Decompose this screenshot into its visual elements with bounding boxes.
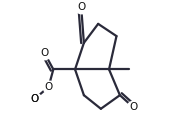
Text: O: O — [40, 48, 49, 58]
Text: O: O — [31, 94, 39, 104]
Text: O: O — [77, 2, 85, 12]
Text: O: O — [44, 82, 53, 92]
Text: O: O — [129, 102, 138, 112]
Text: O: O — [31, 94, 39, 104]
